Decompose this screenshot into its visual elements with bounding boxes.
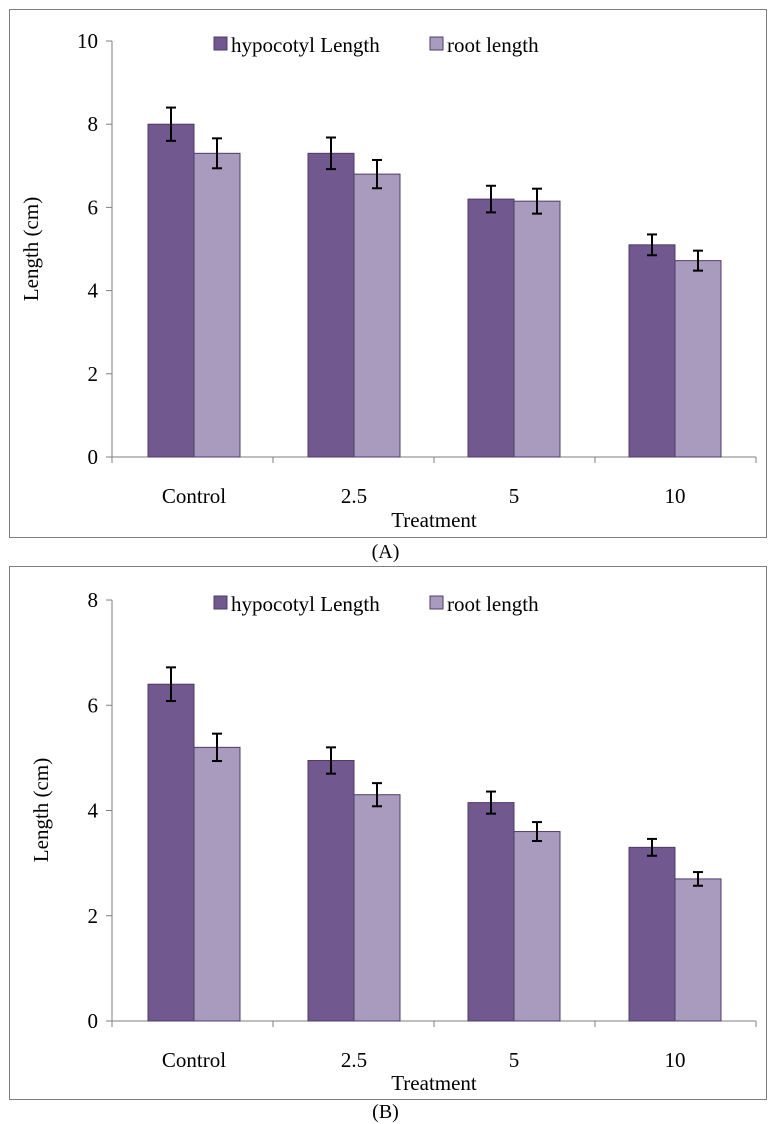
- chart-a-error-bar: [486, 184, 496, 214]
- chart-b-y-tick-label: 6: [88, 693, 99, 717]
- chart-b-error-bar: [486, 790, 496, 815]
- panel-a-caption: (A): [371, 541, 400, 563]
- chart-b-error-bar: [166, 666, 176, 703]
- chart-b-y-tick-label: 4: [88, 799, 99, 823]
- chart-a-y-axis-title: Length (cm): [19, 197, 43, 301]
- chart-b-bar-root: [513, 831, 561, 1022]
- chart-a-y-tick-label: 6: [88, 195, 99, 219]
- chart-a-error-bar: [166, 106, 176, 142]
- chart-b-bar-root: [353, 794, 401, 1022]
- chart-b-error-bar: [326, 746, 336, 775]
- chart-a-legend-swatch-root: [429, 36, 444, 51]
- chart-a-bar-hypocotyl: [628, 244, 676, 458]
- chart-b-x-tick-label: 5: [509, 1048, 520, 1072]
- chart-b-legend-label-hypocotyl: hypocotyl Length: [231, 592, 380, 616]
- chart-b-error-bar: [693, 871, 703, 887]
- chart-a-y-tick-label: 0: [88, 445, 99, 469]
- chart-a-error-bar: [372, 158, 382, 190]
- chart-a-y-tick-label: 4: [88, 279, 99, 303]
- chart-b-x-tick-label: 10: [665, 1048, 686, 1072]
- chart-a-y-tick-label: 2: [88, 362, 99, 386]
- chart-a-x-axis-title: Treatment: [391, 508, 477, 532]
- chart-b-bar-hypocotyl: [628, 846, 676, 1022]
- chart-b-bar-root: [674, 878, 722, 1022]
- chart-a-x-tick-label: Control: [162, 484, 226, 508]
- chart-b-x-tick-label: Control: [162, 1048, 226, 1072]
- chart-b-y-tick-label: 0: [88, 1009, 99, 1033]
- chart-a-y-tick-label: 8: [88, 112, 99, 136]
- chart-a-x-tick-label: 5: [509, 484, 520, 508]
- chart-b-y-tick-label: 2: [88, 904, 99, 928]
- chart-a-y-tick-label: 10: [77, 29, 98, 53]
- chart-a-legend-label-hypocotyl: hypocotyl Length: [231, 33, 380, 57]
- chart-a-error-bar: [532, 187, 542, 215]
- chart-a-bar-hypocotyl: [147, 123, 195, 458]
- chart-a-bar-root: [513, 200, 561, 458]
- chart-b-y-axis-title: Length (cm): [29, 758, 53, 862]
- chart-b-error-bar: [372, 782, 382, 808]
- chart-a-bar-root: [674, 260, 722, 458]
- chart-a-error-bar: [693, 249, 703, 272]
- panel-b-caption: (B): [372, 1101, 399, 1123]
- chart-b-bar-hypocotyl: [147, 683, 195, 1022]
- chart-b-legend-label-root: root length: [447, 592, 539, 616]
- chart-a-error-bar: [212, 137, 222, 170]
- chart-b-y-tick-label: 8: [88, 588, 99, 612]
- chart-a-bar-root: [353, 173, 401, 458]
- chart-a-bar-hypocotyl: [307, 152, 355, 458]
- chart-b-error-bar: [532, 821, 542, 843]
- chart-b-x-tick-label: 2.5: [341, 1048, 367, 1072]
- chart-a-legend-label-root: root length: [447, 33, 539, 57]
- chart-b-legend-swatch-root: [429, 595, 444, 610]
- chart-a-x-tick-label: 10: [665, 484, 686, 508]
- chart-b-bar-hypocotyl: [467, 802, 515, 1022]
- chart-a-bar-root: [193, 152, 241, 458]
- chart-a-legend-swatch-hypocotyl: [213, 36, 228, 51]
- chart-b-bar-hypocotyl: [307, 760, 355, 1022]
- chart-a-x-tick-label: 2.5: [341, 484, 367, 508]
- chart-b-error-bar: [647, 837, 657, 857]
- chart-b-legend-swatch-hypocotyl: [213, 595, 228, 610]
- chart-a-error-bar: [326, 136, 336, 171]
- chart-panel-a: 0 2 4 6 8 10 Control 2.5 5 10 hypocotyl Length roo…: [19, 29, 757, 532]
- chart-b-error-bar: [212, 732, 222, 763]
- chart-a-error-bar: [647, 233, 657, 257]
- chart-b-x-axis-title: Treatment: [391, 1071, 477, 1095]
- chart-a-bar-hypocotyl: [467, 198, 515, 458]
- chart-b-bar-root: [193, 746, 241, 1022]
